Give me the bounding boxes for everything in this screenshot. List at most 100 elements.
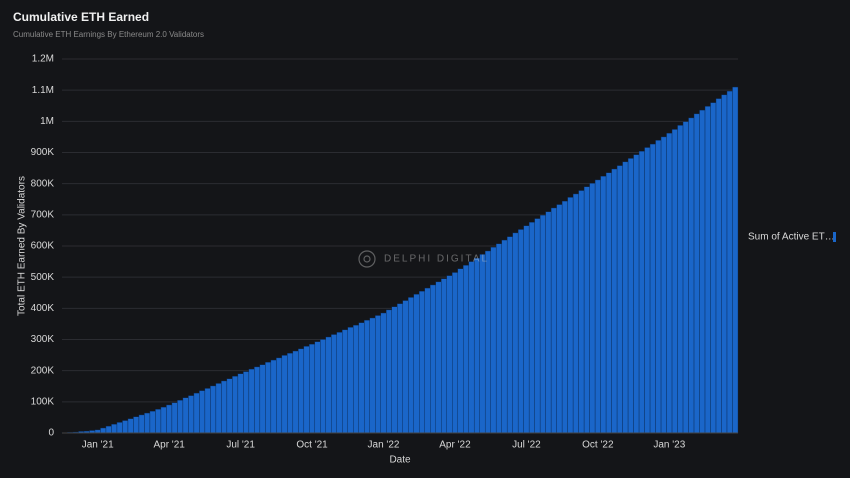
bar: [182, 397, 189, 434]
y-tick-label: 400K: [31, 303, 55, 314]
bar: [561, 200, 568, 434]
bar: [495, 243, 502, 434]
x-tick-label: Apr '21: [153, 440, 185, 451]
bar: [160, 406, 167, 434]
plot: 0 100K 200K 300K 400K 500K 600K 700K 800K 900K 1M 1…: [31, 54, 836, 451]
bar: [583, 186, 590, 434]
bar: [490, 247, 497, 434]
bar: [578, 190, 585, 434]
bar: [111, 424, 118, 434]
bar: [413, 294, 420, 434]
bar: [605, 172, 612, 434]
bar: [193, 392, 200, 434]
bar: [149, 410, 156, 434]
y-tick-label: 600K: [31, 241, 55, 252]
bar: [463, 265, 469, 434]
chart-title: Cumulative ETH Earned: [13, 10, 149, 24]
x-tick-label: Jan '21: [82, 440, 114, 451]
y-tick-label: 1.1M: [32, 85, 54, 96]
bar: [369, 317, 376, 434]
bar: [638, 151, 645, 434]
bar: [320, 339, 327, 434]
bar: [171, 402, 178, 434]
bar: [270, 359, 277, 434]
bar: [534, 218, 541, 434]
bar: [259, 364, 266, 434]
bar: [660, 136, 667, 434]
x-tick-label: Oct '22: [582, 440, 614, 451]
bar: [408, 297, 414, 434]
bar: [127, 418, 134, 434]
bar: [276, 357, 283, 434]
x-tick-label: Jan '23: [653, 440, 685, 451]
watermark-icon: [363, 255, 371, 263]
bar: [188, 395, 195, 434]
x-tick-label: Jul '21: [226, 440, 255, 451]
bar: [144, 412, 151, 434]
bar: [726, 90, 733, 434]
bar: [468, 261, 475, 434]
y-tick-label: 700K: [31, 209, 55, 220]
bar: [100, 427, 107, 434]
bar: [430, 284, 436, 434]
bar: [457, 268, 464, 434]
bar: [138, 414, 145, 434]
bar: [281, 355, 288, 434]
bar: [649, 143, 656, 434]
bar: [309, 343, 316, 434]
bar: [166, 404, 173, 434]
bar: [402, 300, 409, 434]
bar: [105, 425, 112, 434]
bar: [523, 225, 530, 434]
bar: [303, 346, 310, 434]
bar: [501, 239, 508, 434]
bar: [380, 312, 387, 434]
bar: [347, 327, 354, 434]
bar: [627, 158, 634, 434]
bar: [473, 257, 480, 434]
bar: [397, 303, 403, 434]
y-axis-label: Total ETH Earned By Validators: [17, 176, 28, 316]
y-tick-label: 500K: [31, 272, 55, 283]
bar: [336, 332, 343, 434]
legend-swatch: [833, 232, 836, 242]
bar: [353, 324, 359, 434]
bar: [594, 179, 601, 434]
bar: [666, 132, 673, 434]
bar: [133, 416, 140, 434]
bar: [248, 368, 255, 434]
y-tick-label: 300K: [31, 334, 55, 345]
x-tick-label: Oct '21: [296, 440, 328, 451]
bar: [699, 109, 706, 434]
bar: [732, 86, 739, 434]
bar: [342, 329, 348, 434]
bar: [215, 383, 222, 434]
bar: [693, 113, 700, 434]
bar: [452, 272, 458, 434]
bar: [572, 193, 579, 434]
bar: [314, 341, 321, 434]
x-tick-label: Apr '22: [439, 440, 471, 451]
bar: [484, 250, 491, 434]
bar: [254, 366, 261, 434]
bar: [589, 183, 596, 434]
bar: [435, 281, 442, 434]
y-tick-label: 100K: [31, 396, 55, 407]
bar: [199, 390, 206, 434]
bar: [479, 254, 486, 434]
bar: [375, 315, 381, 434]
bar: [155, 409, 162, 434]
y-tick-label: 900K: [31, 147, 55, 158]
bar: [528, 222, 535, 434]
bar: [204, 388, 211, 434]
bar: [671, 129, 678, 434]
bar: [122, 420, 129, 434]
bar: [386, 309, 392, 434]
bar: [446, 275, 453, 434]
bar: [517, 229, 524, 434]
bar: [622, 161, 629, 434]
bar: [237, 373, 244, 434]
bar: [655, 140, 662, 434]
y-tick-label: 0: [48, 428, 54, 439]
